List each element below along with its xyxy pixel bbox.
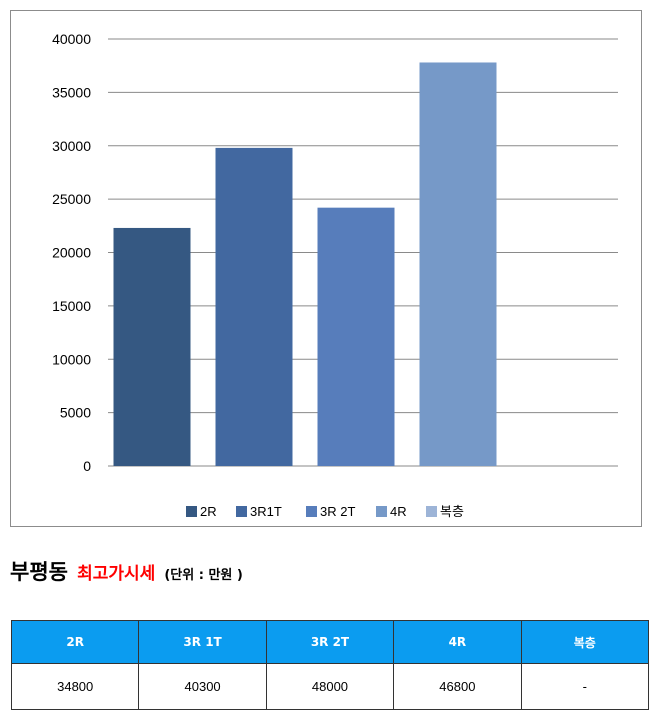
header-cell: 3R 2T <box>265 620 395 664</box>
legend-label: 4R <box>390 504 407 519</box>
y-tick-label: 20000 <box>52 245 91 261</box>
chart-panel: 0 5000 10000 15000 20000 25000 30000 35000 40000… <box>10 10 642 527</box>
y-tick-label: 5000 <box>60 405 91 421</box>
table-cell: - <box>520 663 650 710</box>
table-cell: 34800 <box>10 663 140 710</box>
table-cell: 46800 <box>393 663 522 710</box>
y-tick-label: 30000 <box>52 138 91 154</box>
header-cell: 복층 <box>520 620 650 664</box>
section-heading: 부평동 최고가시세 (단위 : 만원 ) <box>10 556 243 586</box>
legend: 2R 3R1T 3R 2T 4R 복층 <box>186 504 464 519</box>
y-tick-label: 15000 <box>52 298 91 314</box>
legend-swatch <box>306 506 317 517</box>
legend-label: 3R1T <box>250 504 282 519</box>
bar <box>419 62 497 467</box>
legend-label: 2R <box>200 504 217 519</box>
table-cell: 48000 <box>265 663 395 710</box>
y-tick-label: 35000 <box>52 84 91 100</box>
legend-swatch <box>426 506 437 517</box>
legend-label: 복층 <box>440 504 464 519</box>
legend-label: 3R 2T <box>320 504 355 519</box>
bars <box>113 62 497 467</box>
bar <box>215 147 293 466</box>
bar-chart: 0 5000 10000 15000 20000 25000 30000 35000 40000… <box>52 31 618 519</box>
table-cell: 40300 <box>138 663 267 710</box>
header-cell: 4R <box>393 620 522 664</box>
bar <box>113 227 191 466</box>
place-name: 부평동 <box>10 560 68 584</box>
table-row: 34800 40300 48000 46800 - <box>10 663 650 710</box>
legend-swatch <box>186 506 197 517</box>
y-tick-label: 40000 <box>52 31 91 47</box>
y-tick-label: 10000 <box>52 351 91 367</box>
header-cell: 2R <box>10 620 140 664</box>
y-axis-ticks: 0 5000 10000 15000 20000 25000 30000 35000 40000 <box>52 31 91 474</box>
y-tick-label: 25000 <box>52 191 91 207</box>
price-table: 2R 3R 1T 3R 2T 4R 복층 34800 40300 48000 4… <box>10 620 650 710</box>
y-tick-label: 0 <box>83 458 91 474</box>
bar <box>317 207 395 467</box>
unit-note: (단위 : 만원 ) <box>164 568 243 583</box>
legend-swatch <box>236 506 247 517</box>
table-header-row: 2R 3R 1T 3R 2T 4R 복층 <box>10 620 650 664</box>
legend-swatch <box>376 506 387 517</box>
price-title: 최고가시세 <box>77 564 156 584</box>
header-cell: 3R 1T <box>138 620 267 664</box>
